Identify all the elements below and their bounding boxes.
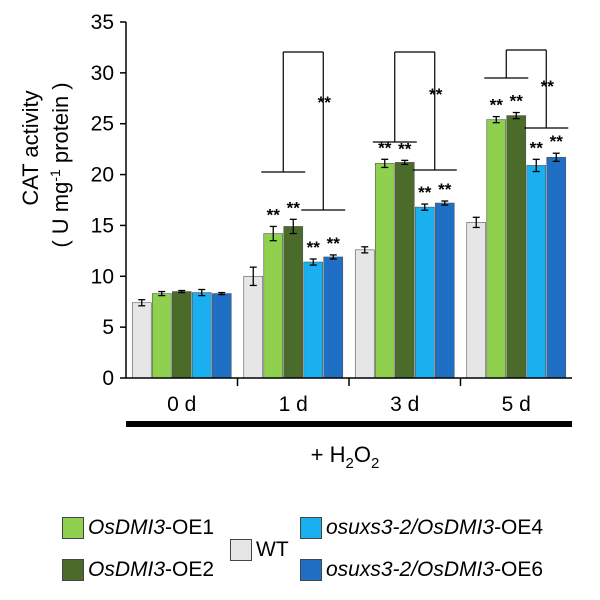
legend-swatch-oe1: [62, 517, 84, 539]
legend-label-oe2-rest: -OE2: [165, 558, 215, 581]
legend-item-oe2: OsDMI3 -OE2: [62, 558, 214, 582]
y-tick-label: 35: [91, 11, 114, 34]
legend: OsDMI3 -OE1 OsDMI3 -OE2 WT osuxs3-2/OsDMI3…: [0, 510, 600, 600]
category-label: 5 d: [502, 393, 531, 416]
category-label: 3 d: [390, 393, 419, 416]
treatment-label: + H2O2: [311, 442, 380, 472]
y-tick-label: 20: [91, 164, 114, 187]
significance-star: **: [510, 92, 524, 111]
bar: [394, 162, 415, 379]
significance-star: **: [418, 183, 432, 202]
legend-label-oe1-italic: OsDMI3: [88, 516, 166, 539]
bar: [546, 156, 567, 379]
bar: [263, 233, 284, 379]
bars: [131, 115, 567, 379]
category-labels: 0 d 1 d 3 d 5 d: [167, 393, 531, 416]
significance-star: **: [490, 96, 504, 115]
significance-star: **: [327, 234, 341, 253]
significance-annotations: ** ** ** ** ** ** ** ** ** ** ** ** ** ** **: [261, 49, 569, 257]
significance-star: **: [287, 198, 301, 217]
significance-star: **: [530, 138, 544, 157]
significance-star: **: [318, 93, 332, 112]
bar: [486, 119, 507, 379]
bar: [171, 291, 192, 379]
legend-label-wt: WT: [256, 538, 289, 561]
significance-star: **: [429, 85, 443, 104]
y-tick-label: 5: [102, 316, 114, 339]
bar: [151, 293, 172, 379]
bar: [243, 275, 264, 379]
y-axis-title: CAT activity ( U mg-1 protein ): [18, 82, 73, 247]
legend-label-oe4-rest: -OE4: [494, 516, 544, 539]
legend-label-oe6-rest: -OE6: [494, 558, 544, 581]
legend-item-oe6: osuxs3-2/OsDMI3 -OE6: [300, 558, 543, 582]
error-bars: [138, 111, 560, 307]
bar: [354, 249, 375, 379]
bar: [191, 292, 212, 379]
y-axis-title-line2: ( U mg-1 protein ): [47, 82, 73, 247]
bar-chart: CAT activity ( U mg-1 protein ) 0 5 10 15 20…: [18, 11, 572, 472]
axes: [125, 22, 572, 386]
significance-star: **: [550, 132, 564, 151]
y-axis-title-line1: CAT activity: [18, 90, 43, 205]
y-tick-label: 30: [91, 62, 114, 85]
legend-swatch-oe4: [300, 517, 322, 539]
legend-label-oe1-rest: -OE1: [165, 516, 215, 539]
significance-star: **: [541, 77, 555, 96]
bar: [283, 226, 304, 379]
category-label: 0 d: [167, 393, 196, 416]
bar: [434, 202, 455, 379]
bar: [526, 165, 547, 379]
legend-label-oe4-italic: osuxs3-2/OsDMI3: [326, 516, 495, 539]
bar: [414, 206, 435, 379]
y-ticks: 0 5 10 15 20 25 30 35: [91, 11, 126, 390]
bar: [323, 256, 344, 379]
significance-star: **: [438, 180, 452, 199]
significance-star: **: [398, 139, 412, 158]
y-tick-label: 10: [91, 265, 114, 288]
significance-star: **: [307, 238, 321, 257]
y-tick-label: 25: [91, 113, 114, 136]
legend-label-oe2-italic: OsDMI3: [88, 558, 166, 581]
category-label: 1 d: [279, 393, 308, 416]
significance-star: **: [378, 138, 392, 157]
y-tick-label: 15: [91, 214, 114, 237]
significance-star: **: [267, 205, 281, 224]
legend-swatch-oe2: [62, 559, 84, 581]
legend-label-oe6-italic: osuxs3-2/OsDMI3: [326, 558, 495, 581]
bar: [211, 293, 232, 379]
legend-item-wt: WT: [230, 538, 289, 562]
bar: [466, 222, 487, 379]
legend-item-oe1: OsDMI3 -OE1: [62, 516, 214, 540]
bar: [506, 115, 527, 379]
y-tick-label: 0: [102, 367, 114, 390]
legend-item-oe4: osuxs3-2/OsDMI3 -OE4: [300, 516, 543, 540]
legend-swatch-wt: [230, 539, 252, 561]
bar: [374, 163, 395, 379]
bar: [131, 302, 152, 379]
legend-swatch-oe6: [300, 559, 322, 581]
bar: [303, 261, 324, 379]
